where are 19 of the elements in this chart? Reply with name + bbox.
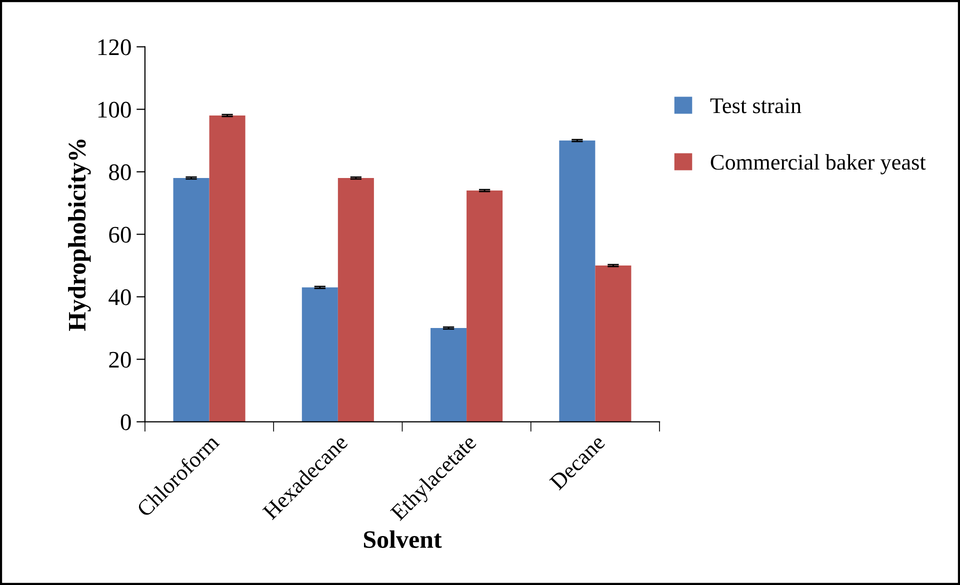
bar [209,116,246,422]
y-tick-label: 20 [109,352,131,368]
legend-label: Commercial baker yeast [710,154,926,174]
y-tick-label: 100 [98,102,131,118]
bar [338,178,374,422]
x-axis-title: Solvent [364,530,442,548]
bar [302,287,338,422]
bar [466,190,503,422]
bar [595,266,632,422]
bar [173,178,210,422]
y-tick-label: 60 [109,226,131,243]
y-tick-label: 80 [109,164,131,180]
y-tick-label: 40 [108,289,131,306]
y-axis-title: Hydrophobicity% [68,140,91,331]
legend-label: Test strain [710,98,802,114]
y-tick-label: 0 [120,414,131,430]
bar [430,328,467,422]
y-tick-label: 120 [98,39,131,56]
bar [559,140,596,422]
